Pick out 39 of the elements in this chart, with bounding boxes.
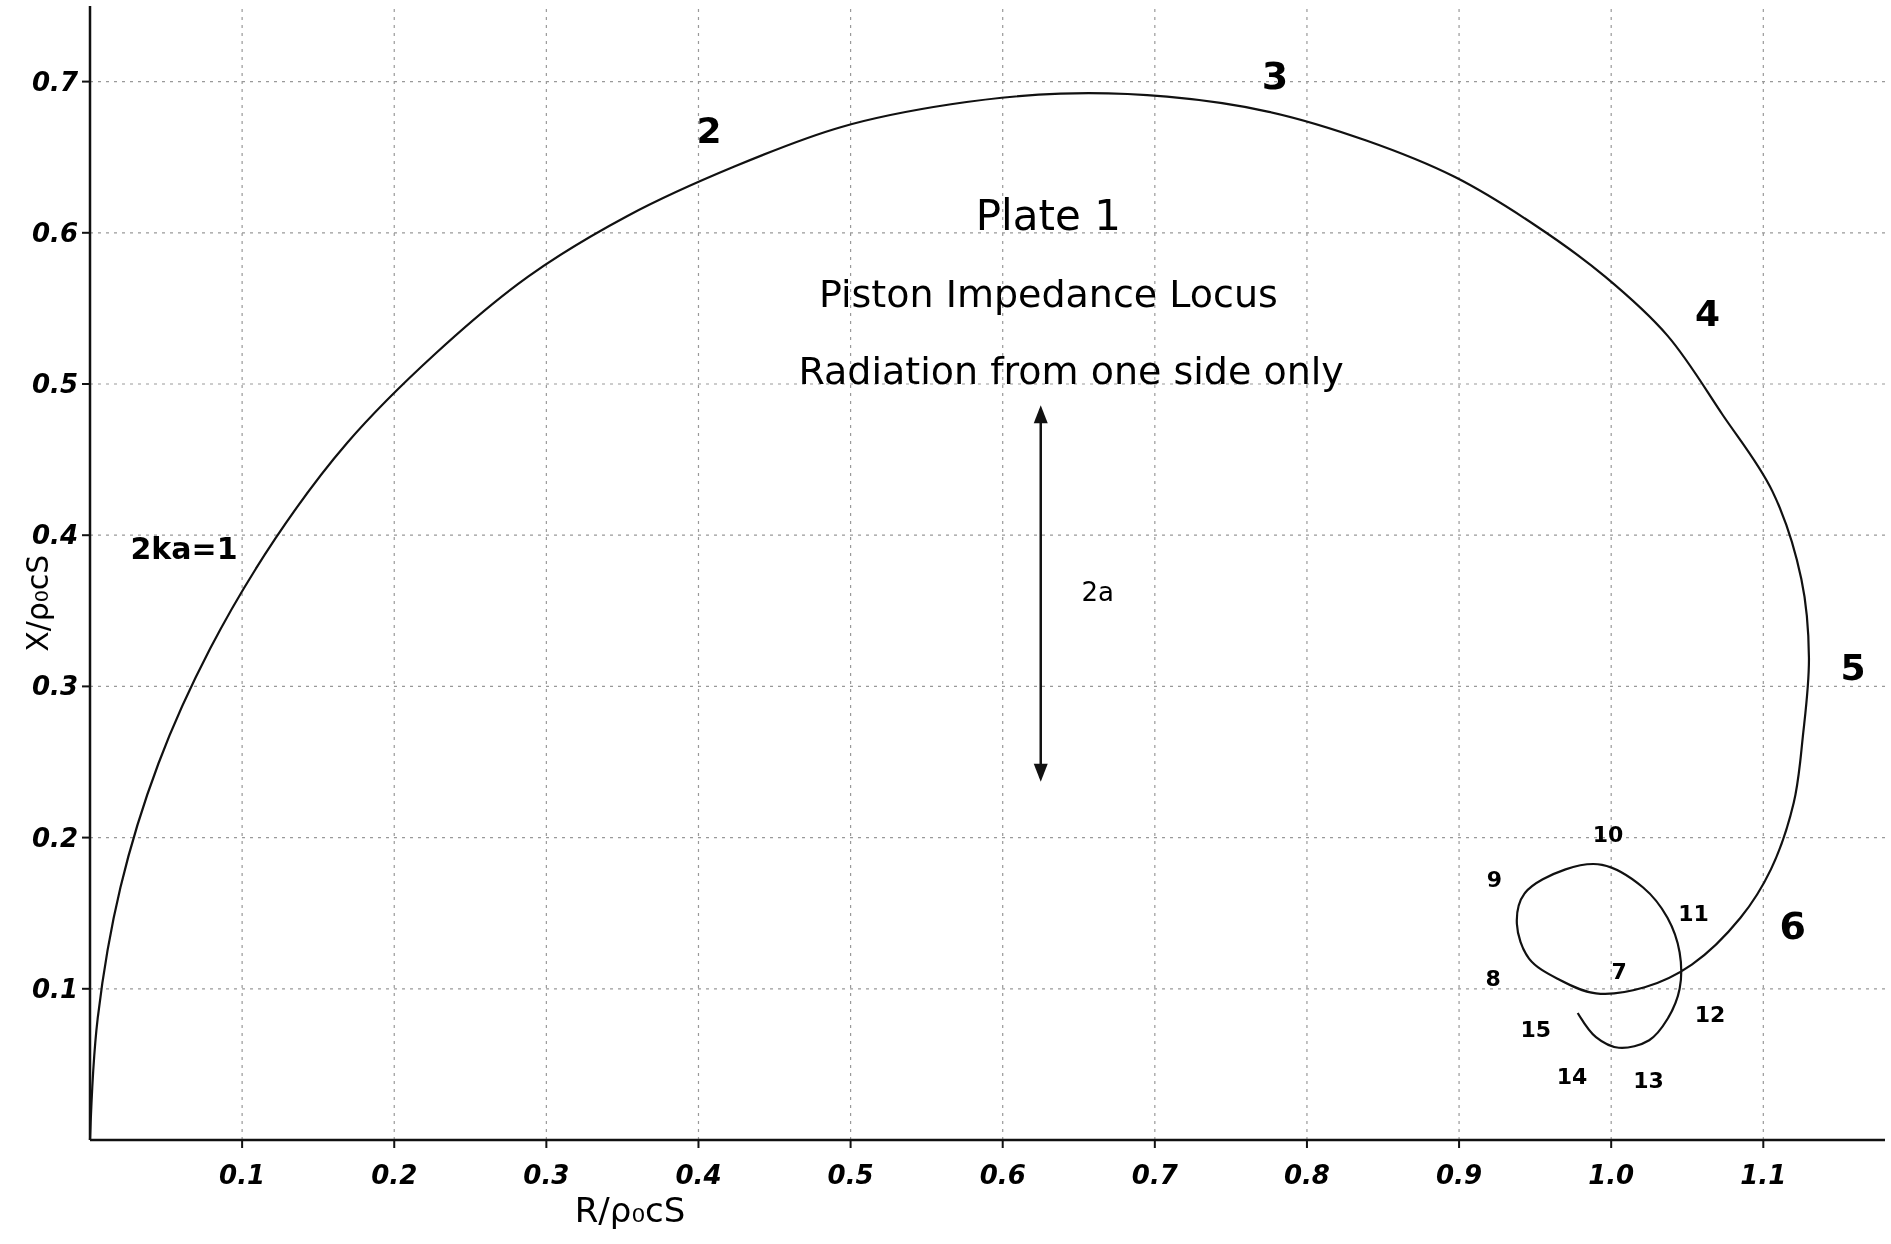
annotation: 9 bbox=[1486, 867, 1503, 893]
annotation: 6 bbox=[1779, 903, 1806, 948]
annotation: 13 bbox=[1633, 1067, 1664, 1093]
annotation: 14 bbox=[1556, 1063, 1588, 1089]
x-tick-label: 0.5 bbox=[827, 1160, 874, 1190]
y-tick-label: 0.1 bbox=[31, 973, 78, 1004]
annotation: Radiation from one side only bbox=[798, 349, 1344, 393]
x-tick-label: 0.6 bbox=[979, 1160, 1026, 1190]
x-tick-label: 0.7 bbox=[1131, 1160, 1179, 1190]
y-axis-title: X/ρ₀cS bbox=[20, 554, 55, 652]
x-tick-label: 0.4 bbox=[675, 1160, 722, 1190]
x-axis-title: R/ρ₀cS bbox=[574, 1190, 686, 1230]
y-tick-label: 0.7 bbox=[31, 66, 79, 97]
y-tick-label: 0.6 bbox=[31, 217, 78, 248]
annotation: 15 bbox=[1520, 1016, 1552, 1042]
annotation: 2 bbox=[696, 109, 722, 151]
text: Piston Impedance Locus bbox=[818, 272, 1278, 316]
y-tick-label: 0.3 bbox=[31, 671, 78, 702]
x-tick-label: 0.2 bbox=[371, 1160, 418, 1190]
annotation: 3 bbox=[1261, 54, 1289, 99]
y-tick-label: 0.4 bbox=[31, 520, 78, 551]
annotation: 11 bbox=[1678, 901, 1709, 927]
annotation: 7 bbox=[1611, 958, 1627, 984]
x-tick-label: 0.3 bbox=[523, 1160, 570, 1190]
annotation: 2ka=1 bbox=[130, 530, 238, 566]
annotation: 4 bbox=[1694, 293, 1720, 335]
y-tick-label: 0.5 bbox=[31, 369, 78, 399]
x-tick-label: 0.8 bbox=[1283, 1160, 1330, 1190]
annotation: 10 bbox=[1592, 821, 1624, 847]
annotation: 8 bbox=[1485, 966, 1501, 992]
annotation: 5 bbox=[1840, 647, 1866, 689]
x-tick-label: 0.9 bbox=[1436, 1160, 1483, 1190]
y-tick-label: 0.2 bbox=[31, 822, 78, 853]
x-tick-label: 1.1 bbox=[1740, 1160, 1787, 1190]
text: Plate 1 bbox=[975, 191, 1121, 240]
annotation: 12 bbox=[1694, 1001, 1726, 1027]
x-tick-label: 0.1 bbox=[219, 1160, 266, 1190]
annotation: 2a bbox=[1081, 577, 1114, 608]
x-tick-label: 1.0 bbox=[1588, 1160, 1635, 1190]
